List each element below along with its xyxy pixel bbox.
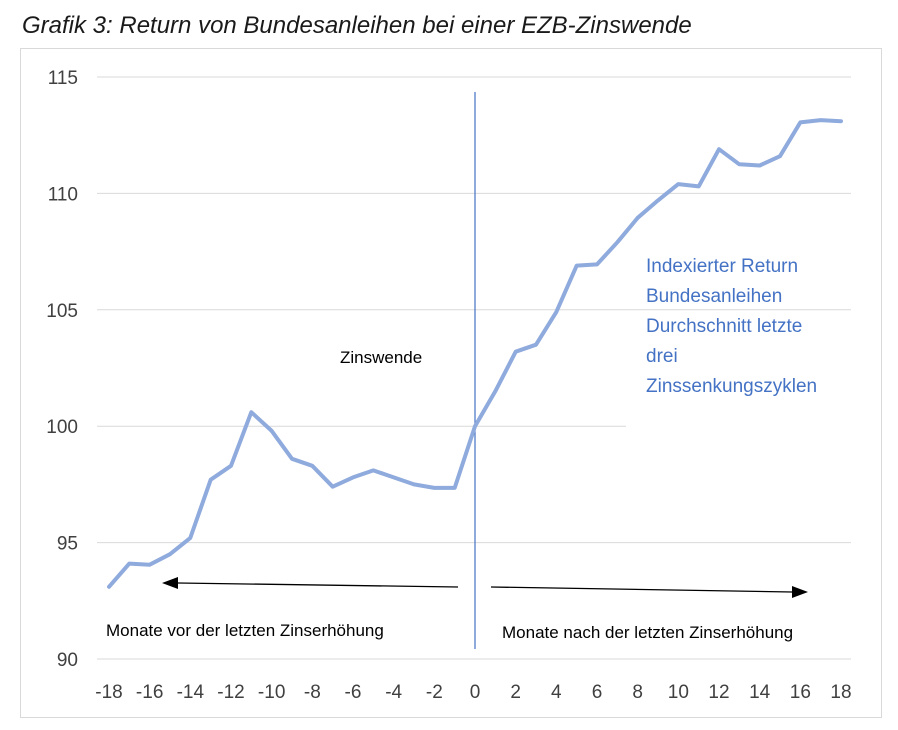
series-label: Indexierter Return Bundesanleihen Durchs… bbox=[646, 256, 817, 397]
series-label-line-5: Zinssenkungszyklen bbox=[646, 376, 817, 397]
x-tick-label: -14 bbox=[177, 682, 205, 703]
x-tick-label: -6 bbox=[345, 682, 362, 703]
x-tick-label: -18 bbox=[95, 682, 122, 703]
x-tick-label: 0 bbox=[470, 682, 481, 703]
x-tick-label: 4 bbox=[551, 682, 562, 703]
right-arrow-text: Monate nach der letzten Zinserhöhung bbox=[502, 623, 793, 642]
gridlines bbox=[97, 76, 851, 660]
x-tick-label: -16 bbox=[136, 682, 163, 703]
x-tick-label: 2 bbox=[510, 682, 521, 703]
x-tick-label: 16 bbox=[790, 682, 811, 703]
series-label-line-1: Indexierter Return bbox=[646, 256, 798, 277]
x-axis-ticks: -18 -16 -14 -12 -10 -8 -6 -4 -2 0 2 4 6 8 10 12 14 16 18 bbox=[95, 682, 851, 703]
left-arrow-text: Monate vor der letzten Zinserhöhung bbox=[106, 621, 384, 640]
x-tick-label: -2 bbox=[426, 682, 443, 703]
x-tick-label: 10 bbox=[668, 682, 689, 703]
x-tick-label: 18 bbox=[830, 682, 851, 703]
y-tick-label: 105 bbox=[46, 301, 78, 322]
y-tick-label: 100 bbox=[46, 417, 78, 438]
x-tick-label: -8 bbox=[304, 682, 321, 703]
left-arrow bbox=[162, 577, 459, 589]
y-axis-ticks: 90 95 100 105 110 115 bbox=[46, 68, 78, 671]
series-label-line-2: Bundesanleihen bbox=[646, 286, 782, 307]
y-tick-label: 115 bbox=[48, 68, 78, 89]
y-tick-label: 110 bbox=[48, 184, 78, 205]
zinswende-label: Zinswende bbox=[340, 348, 422, 367]
y-tick-label: 95 bbox=[57, 534, 78, 555]
series-label-line-4: drei bbox=[646, 346, 678, 367]
x-tick-label: -4 bbox=[385, 682, 402, 703]
series-group bbox=[107, 118, 843, 589]
x-tick-label: -12 bbox=[217, 682, 244, 703]
chart-title: Grafik 3: Return von Bundesanleihen bei … bbox=[22, 12, 692, 39]
chart-frame bbox=[20, 48, 882, 718]
x-tick-label: -10 bbox=[258, 682, 285, 703]
right-arrow bbox=[490, 586, 808, 598]
x-tick-label: 12 bbox=[708, 682, 729, 703]
y-tick-label: 90 bbox=[57, 650, 78, 671]
series-label-line-3: Durchschnitt letzte bbox=[646, 316, 802, 337]
x-tick-label: 14 bbox=[749, 682, 771, 703]
x-tick-label: 6 bbox=[592, 682, 603, 703]
x-tick-label: 8 bbox=[632, 682, 643, 703]
